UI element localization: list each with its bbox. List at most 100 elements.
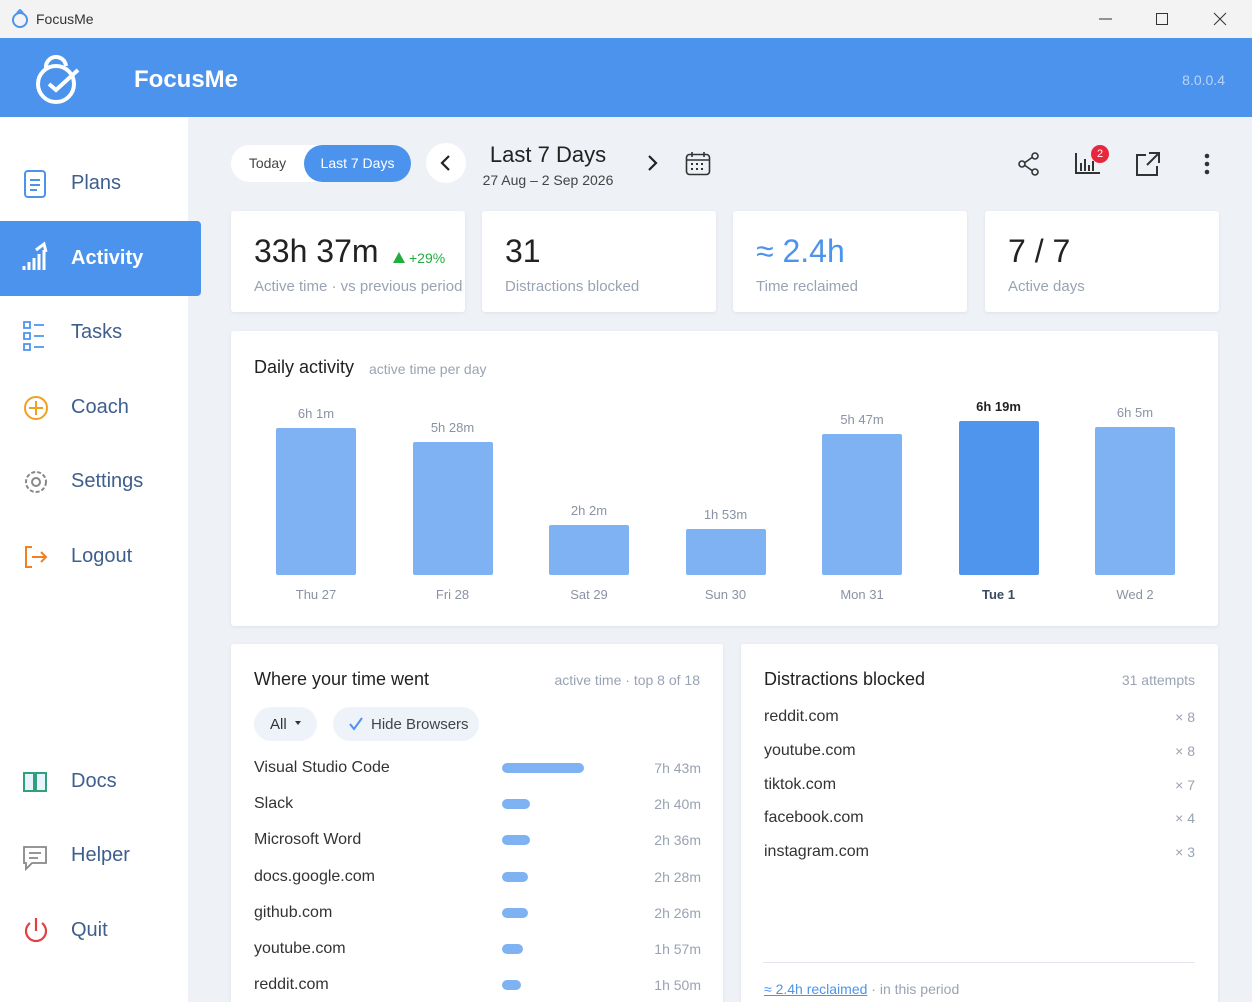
time-went-card xyxy=(231,644,723,1002)
app-name: FocusMe xyxy=(134,66,239,93)
attempt-count: × 8 xyxy=(1175,709,1195,725)
time-went-subtitle: active time · top 8 of 18 xyxy=(554,672,700,688)
usage-bar xyxy=(502,980,522,991)
distractions-card xyxy=(741,644,1218,1002)
footer: ≈ 2.4h reclaimed · in this period xyxy=(764,981,959,997)
nav-icons xyxy=(22,170,48,943)
check-icon xyxy=(349,717,363,731)
nav-item[interactable]: Quit xyxy=(71,919,108,941)
reclaimed-link[interactable]: ≈ 2.4h reclaimed xyxy=(764,981,868,997)
period-tab[interactable]: Today xyxy=(248,155,287,171)
bar xyxy=(958,421,1039,575)
stat-value: ≈ 2.4h xyxy=(756,233,845,269)
stat-label: Time reclaimed xyxy=(756,278,858,295)
usage-label: 2h 26m xyxy=(654,904,701,921)
filter-dropdown[interactable] xyxy=(254,707,317,741)
chart-subtitle-text: active time per day xyxy=(369,361,487,377)
period-title: Last 7 Days xyxy=(489,142,607,167)
stat-card xyxy=(733,211,967,312)
nav-item[interactable]: Logout xyxy=(71,545,133,567)
stat-value: 31 xyxy=(505,233,541,269)
distractions-title: Distractions blocked xyxy=(764,669,926,689)
bar-value-label: 6h 5m xyxy=(1116,404,1154,420)
nav-item[interactable]: Tasks xyxy=(71,321,123,343)
app-name: Slack xyxy=(254,795,294,813)
trend-up-icon xyxy=(393,252,405,263)
nav-item[interactable]: Docs xyxy=(71,770,117,792)
app-logo xyxy=(36,55,80,104)
stat-label: Active days xyxy=(1008,278,1085,295)
nav-item[interactable]: Activity xyxy=(71,247,144,269)
bar xyxy=(685,529,766,575)
app-name: Visual Studio Code xyxy=(254,759,390,776)
period-tab[interactable]: Last 7 Days xyxy=(304,145,411,182)
bar-value-label: 6h 1m xyxy=(297,406,335,422)
usage-label: 2h 40m xyxy=(654,796,701,813)
site-name: reddit.com xyxy=(764,708,839,725)
site-name: facebook.com xyxy=(764,809,864,827)
nav-item[interactable]: Helper xyxy=(71,844,130,866)
report-button[interactable] xyxy=(1074,151,1102,177)
export-button[interactable] xyxy=(1134,150,1162,178)
usage-bar xyxy=(502,763,584,773)
more-button[interactable] xyxy=(1200,151,1214,177)
x-tick-label: Sat 29 xyxy=(570,587,608,602)
window-controls[interactable] xyxy=(1090,8,1235,30)
x-tick-label: Tue 1 xyxy=(982,587,1015,602)
attempt-count: × 4 xyxy=(1175,810,1195,827)
bar-value-label: 1h 53m xyxy=(703,507,748,523)
x-tick-label: Mon 31 xyxy=(840,587,884,602)
x-tick-label: Wed 2 xyxy=(1116,587,1154,602)
bar xyxy=(412,441,493,575)
nav-item[interactable]: Coach xyxy=(71,396,129,418)
prev-button[interactable] xyxy=(426,143,466,183)
stat-value: 7 / 7 xyxy=(1008,233,1071,269)
stat-value: 33h 37m xyxy=(254,233,379,269)
filter-label: All xyxy=(270,716,287,733)
nav-item[interactable]: Settings xyxy=(71,470,144,492)
distractions-subtitle: 31 attempts xyxy=(1121,672,1195,688)
site-name: youtube.com xyxy=(764,741,856,759)
bar-value-label: 5h 28m xyxy=(430,419,475,435)
footer-text: · in this period xyxy=(871,981,960,997)
calendar-button[interactable] xyxy=(685,151,711,177)
time-went-title: Where your time went xyxy=(254,669,430,689)
attempt-count: × 3 xyxy=(1175,844,1195,861)
window-icon xyxy=(12,9,28,28)
usage-bar xyxy=(502,944,523,954)
chart-card xyxy=(231,331,1218,626)
notification-badge: 2 xyxy=(1091,145,1109,163)
bar-value-label: 6h 19m xyxy=(976,399,1021,414)
x-tick-label: Sun 30 xyxy=(704,587,747,602)
stat-label: Distractions blocked xyxy=(505,278,640,295)
usage-label: 7h 43m xyxy=(654,760,701,776)
usage-bar xyxy=(502,799,531,810)
app-name: reddit.com xyxy=(254,976,329,994)
header-bar xyxy=(0,38,1252,117)
app-name: Microsoft Word xyxy=(254,831,362,849)
app-name: github.com xyxy=(254,903,333,921)
stat-card xyxy=(482,211,716,312)
usage-bar xyxy=(502,871,529,882)
app-name: docs.google.com xyxy=(254,867,375,885)
app-version: 8.0.0.4 xyxy=(1182,72,1225,88)
divider xyxy=(763,962,1195,963)
usage-label: 1h 50m xyxy=(654,977,701,994)
period-range: 27 Aug – 2 Sep 2026 xyxy=(482,172,614,188)
bar xyxy=(276,428,356,575)
usage-bar xyxy=(502,835,530,846)
bar xyxy=(549,525,629,575)
chart-subtitle: active time per day xyxy=(369,361,487,377)
site-name: instagram.com xyxy=(764,843,869,861)
nav-item[interactable]: Plans xyxy=(71,172,122,194)
stat-card xyxy=(985,211,1219,312)
bar-value-label: 5h 47m xyxy=(840,412,884,427)
attempt-count: × 7 xyxy=(1175,776,1195,793)
stat-change: +29% xyxy=(409,250,446,266)
usage-bar xyxy=(502,907,528,918)
title-bar xyxy=(0,0,1252,38)
x-tick-label: Fri 28 xyxy=(435,587,470,602)
chart-title: Daily activity xyxy=(254,357,355,377)
share-button[interactable] xyxy=(1016,151,1042,177)
next-button[interactable] xyxy=(632,143,672,183)
